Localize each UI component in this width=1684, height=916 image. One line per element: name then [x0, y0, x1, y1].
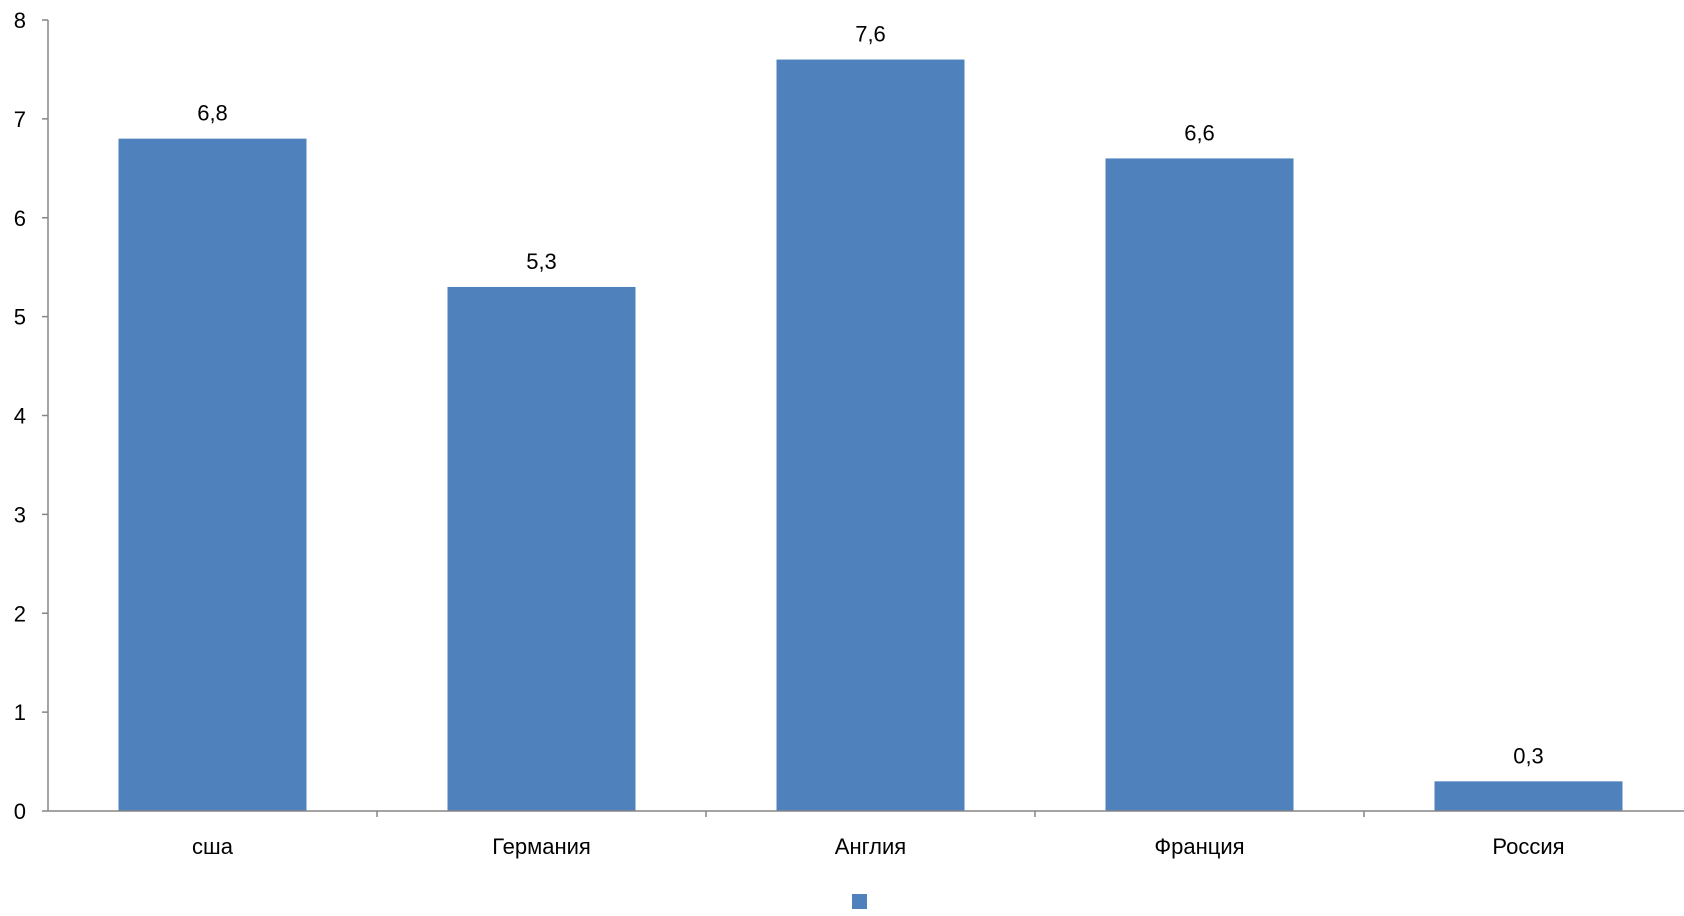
y-tick-label: 4 [14, 404, 26, 429]
legend-swatch [852, 894, 867, 909]
x-tick-label: сша [192, 834, 234, 859]
y-tick-label: 8 [14, 8, 26, 33]
bar [1434, 781, 1623, 811]
bar [447, 286, 636, 811]
data-label: 6,6 [1184, 120, 1215, 145]
y-axis-ticks: 0 1 2 3 4 5 6 7 8 [14, 8, 48, 824]
data-label: 7,6 [855, 22, 886, 47]
data-label: 5,3 [526, 249, 557, 274]
y-tick-label: 0 [14, 799, 26, 824]
y-tick-label: 1 [14, 700, 26, 725]
bar [1105, 158, 1294, 812]
bar [776, 59, 965, 812]
data-labels-group: 6,8 5,3 7,6 6,6 0,3 [197, 22, 1544, 769]
bar [118, 138, 307, 811]
y-tick-label: 7 [14, 107, 26, 132]
x-tick-label: Франция [1154, 834, 1244, 859]
data-label: 6,8 [197, 101, 228, 126]
legend [852, 894, 867, 909]
x-tick-label: Германия [492, 834, 591, 859]
bars-group [118, 59, 1623, 812]
y-tick-label: 3 [14, 502, 26, 527]
x-tick-label: Россия [1492, 834, 1564, 859]
y-tick-label: 5 [14, 305, 26, 330]
x-axis-ticks: сша Германия Англия Франция Россия [192, 811, 1565, 859]
y-tick-label: 6 [14, 206, 26, 231]
data-label: 0,3 [1513, 743, 1544, 768]
x-tick-label: Англия [835, 834, 906, 859]
y-tick-label: 2 [14, 601, 26, 626]
